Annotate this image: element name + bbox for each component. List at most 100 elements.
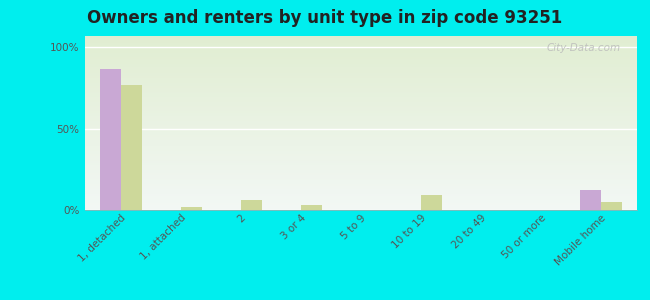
Bar [240,200,262,210]
Bar [84,180,637,182]
Bar [84,137,637,139]
Bar [84,69,637,71]
Bar [84,146,637,147]
Bar [84,76,637,78]
Bar [84,184,637,186]
Bar [301,205,322,210]
Bar [84,85,637,86]
Bar [84,78,637,80]
Bar [84,186,637,188]
Bar [84,182,637,184]
Bar [84,189,637,191]
Bar [84,36,637,38]
Bar [84,81,637,83]
Bar [84,200,637,201]
Bar [84,151,637,153]
Bar [84,66,637,67]
Bar [84,106,637,107]
Bar [84,179,637,180]
Bar [84,177,637,179]
Bar [84,104,637,106]
Bar [84,92,637,93]
Bar [84,88,637,90]
Bar [84,127,637,128]
Bar [84,160,637,161]
Bar [84,111,637,112]
Bar [84,165,637,167]
Bar [84,112,637,114]
Bar [84,97,637,99]
Bar [84,205,637,206]
Bar [84,50,637,52]
Bar [601,202,622,210]
Bar [84,167,637,168]
Bar [84,147,637,149]
Bar [84,80,637,81]
Bar [84,203,637,205]
Bar [84,99,637,100]
Bar [181,207,202,210]
Bar [84,139,637,140]
Bar [84,132,637,134]
Bar [84,125,637,127]
Bar [84,208,637,210]
Bar [84,83,637,85]
Bar [84,43,637,45]
Bar [84,206,637,208]
Bar [84,168,637,170]
Bar [84,95,637,97]
Bar [84,40,637,41]
Bar [84,52,637,53]
Bar [84,201,637,203]
Bar [120,85,142,210]
Bar [84,140,637,142]
Bar [84,149,637,151]
Bar [84,48,637,50]
Bar [84,142,637,144]
Bar [84,196,637,198]
Bar [99,68,120,210]
Bar [84,53,637,55]
Bar [84,134,637,135]
Bar [84,100,637,102]
Bar [84,62,637,64]
Bar [84,38,637,40]
Bar [84,170,637,172]
Bar [84,55,637,57]
Bar [84,194,637,196]
Bar [84,156,637,158]
Bar [84,172,637,173]
Bar [84,45,637,46]
Bar [84,135,637,137]
Bar [84,128,637,130]
Bar [84,71,637,73]
Bar [84,57,637,58]
Bar [84,161,637,163]
Bar [84,116,637,118]
Bar [580,190,601,210]
Bar [84,121,637,123]
Bar [84,73,637,74]
Bar [84,158,637,160]
Bar [84,67,637,69]
Bar [84,163,637,165]
Bar [84,188,637,189]
Bar [84,191,637,193]
Bar [84,193,637,194]
Bar [84,198,637,200]
Bar [84,107,637,109]
Bar [84,173,637,175]
Bar [84,153,637,154]
Text: Owners and renters by unit type in zip code 93251: Owners and renters by unit type in zip c… [87,9,563,27]
Bar [84,90,637,92]
Bar [84,102,637,104]
Bar [84,74,637,76]
Bar [84,154,637,156]
Bar [84,60,637,62]
Bar [84,64,637,66]
Bar [84,130,637,132]
Bar [84,144,637,146]
Bar [84,118,637,119]
Bar [84,119,637,121]
Bar [84,86,637,88]
